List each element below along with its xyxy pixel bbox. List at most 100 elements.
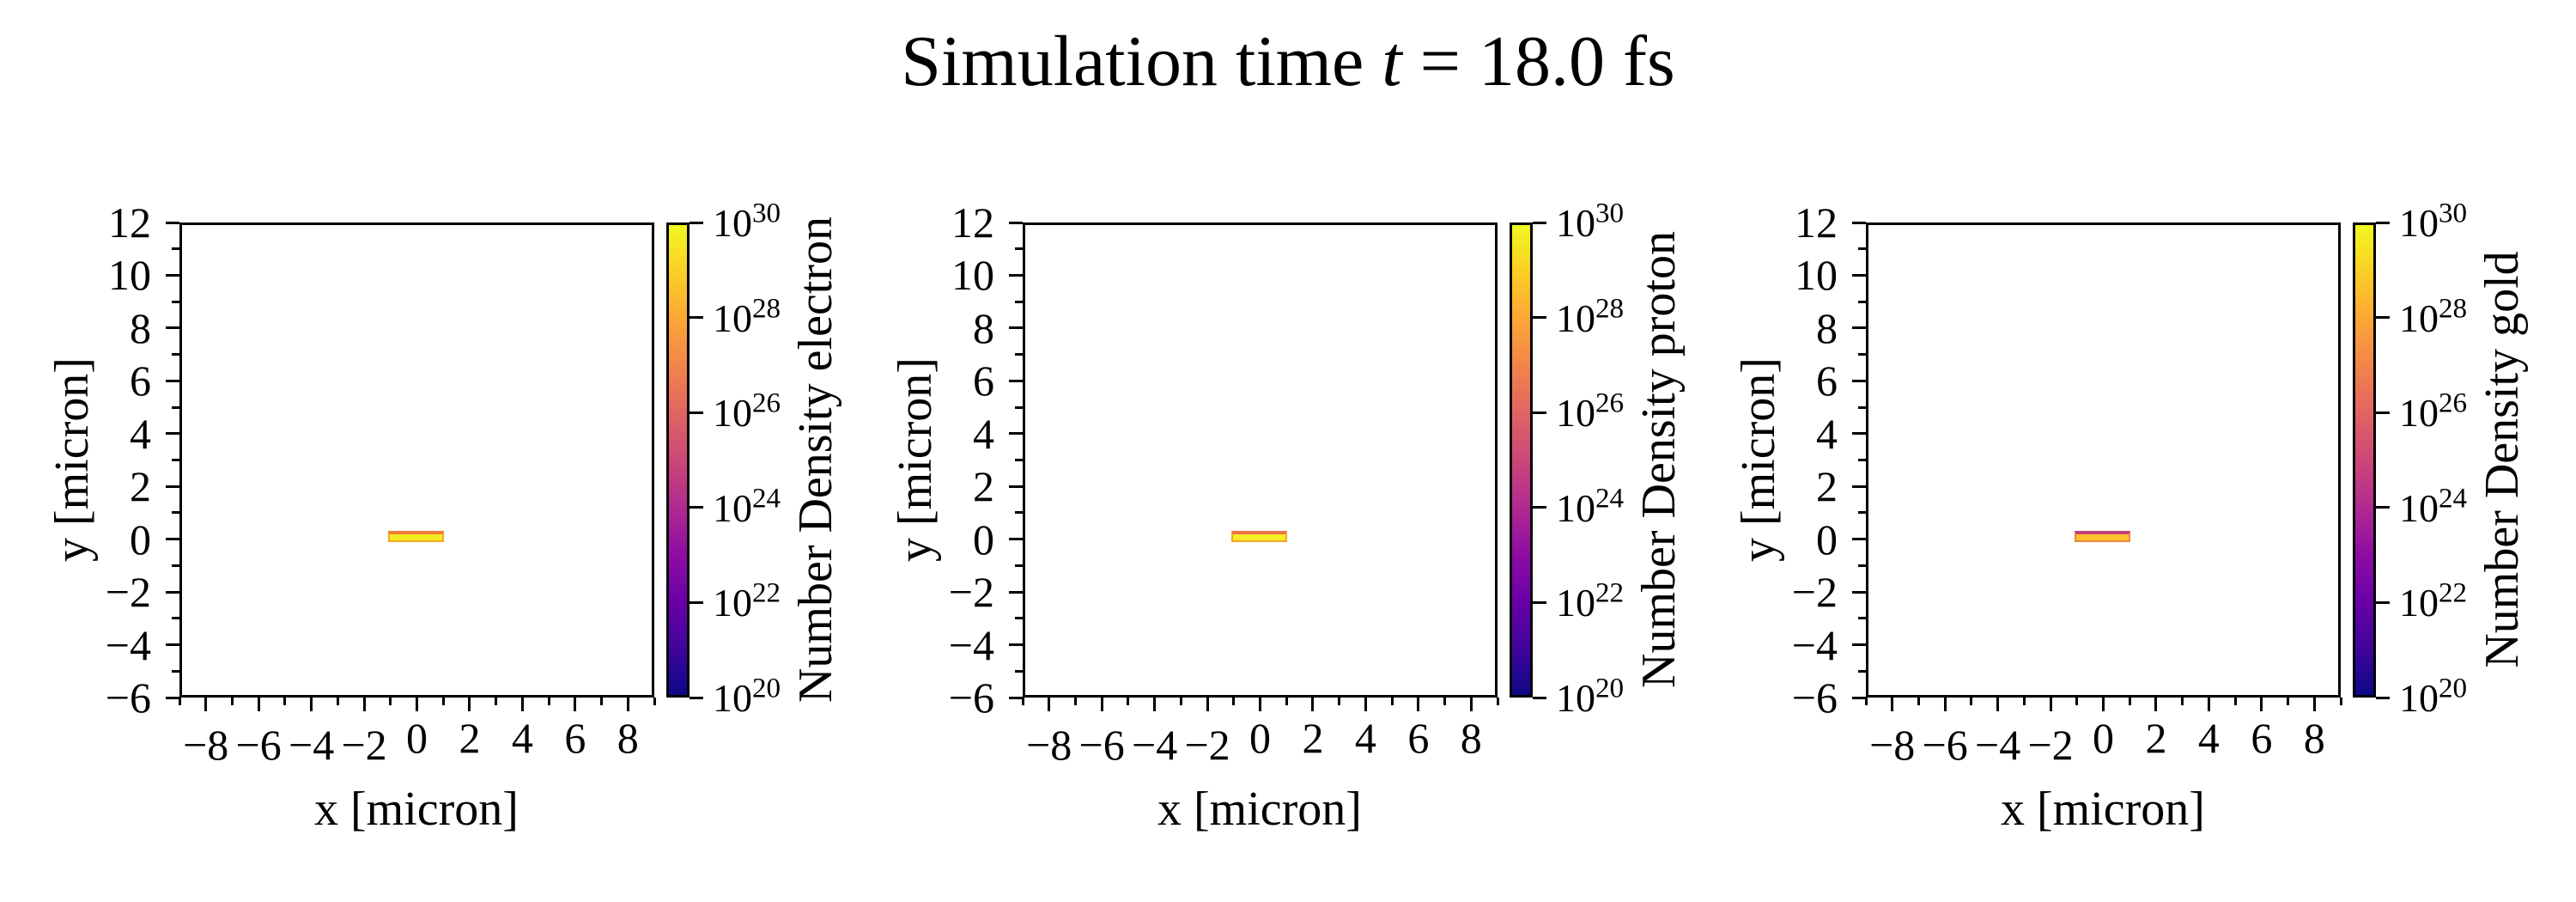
y-major-tick [1009,379,1023,382]
y-major-tick [1009,221,1023,224]
y-major-tick [1852,221,1866,224]
y-tick-label: 2 [130,462,151,511]
colorbar-tick-label: 1030 [713,199,781,245]
y-tick-label: 8 [973,303,994,352]
x-minor-tick [2181,698,2184,705]
x-minor-tick [1390,698,1394,705]
density-slab [1231,531,1287,542]
x-tick-label: −8 [1026,721,1072,769]
y-major-tick [1852,379,1866,382]
x-minor-tick [600,698,604,705]
y-tick-label: 4 [130,409,151,458]
y-minor-tick [172,247,179,251]
x-tick-label: 8 [617,714,639,762]
x-tick-label: −8 [1869,721,1916,769]
x-major-tick [1048,698,1051,711]
x-minor-tick [1970,698,1973,705]
x-major-tick [1206,698,1209,711]
y-tick-label: −6 [948,673,994,722]
x-minor-tick [1021,698,1024,705]
x-minor-tick [2287,698,2290,705]
y-tick-label: 10 [108,251,151,300]
x-axis-label: x [micron] [1157,783,1362,836]
y-minor-tick [1858,247,1866,251]
x-major-tick [416,698,418,711]
y-minor-tick [1858,617,1866,620]
colorbar-tick-exponent: 20 [1595,672,1625,704]
panel-proton: y [micron] x [micron] Number Density pro… [843,0,1702,902]
y-minor-tick [1015,564,1023,567]
y-axis-label: y [micron] [1732,357,1785,562]
x-major-tick [1364,698,1367,711]
y-minor-tick [1015,300,1023,303]
colorbar-tick [690,316,703,320]
panel-gold: y [micron] x [micron] Number Density gol… [1686,0,2545,902]
colorbar-tick-base: 10 [713,201,752,245]
y-tick-label: 12 [951,198,994,247]
colorbar [2353,222,2376,698]
colorbar-tick-exponent: 22 [2439,577,2468,610]
y-axis-label: y [micron] [889,357,942,562]
colorbar-tick-base: 10 [2399,581,2439,625]
colorbar-tick-base: 10 [2399,296,2439,340]
x-minor-tick [283,698,287,705]
x-tick-label: 2 [1302,714,1324,762]
colorbar-tick-label: 1026 [2399,389,2467,435]
x-major-tick [1469,698,1473,711]
x-tick-label: 6 [564,714,586,762]
colorbar-tick-base: 10 [2399,201,2439,245]
panel-electron: y [micron] x [micron] Number Density ele… [0,0,859,902]
y-minor-tick [1015,405,1023,409]
x-minor-tick [547,698,550,705]
figure-title-prefix: Simulation time [901,21,1382,101]
colorbar-tick-base: 10 [713,296,752,340]
y-axis-label: y [micron] [46,357,99,562]
colorbar-tick-base: 10 [713,676,752,720]
x-minor-tick [1179,698,1182,705]
colorbar-tick-base: 10 [1556,485,1595,530]
y-tick-label: 4 [973,409,994,458]
x-major-tick [1100,698,1103,711]
colorbar-tick-exponent: 26 [752,387,781,419]
x-minor-tick [1285,698,1288,705]
x-minor-tick [2339,698,2342,705]
x-major-tick [362,698,366,711]
colorbar-tick-label: 1022 [1556,579,1624,625]
y-minor-tick [1858,459,1866,461]
y-major-tick [166,643,179,647]
colorbar-tick-exponent: 22 [752,577,781,610]
x-tick-label: −6 [1078,721,1125,769]
x-tick-label: −2 [2027,721,2074,769]
colorbar-tick [690,221,703,224]
colorbar-tick [690,600,703,604]
y-major-tick [166,590,179,594]
y-minor-tick [172,300,179,303]
colorbar-tick-label: 1028 [713,294,781,340]
x-major-tick [2312,698,2316,711]
y-major-tick [166,485,179,488]
y-major-tick [1852,273,1866,277]
figure-title-suffix: = 18.0 fs [1401,21,1675,101]
x-tick-label: −2 [1184,721,1230,769]
figure-title: Simulation time t = 18.0 fs [0,21,2576,101]
x-major-tick [520,698,524,711]
colorbar-tick [690,696,703,699]
y-tick-label: −4 [105,620,151,669]
x-major-tick [310,698,313,711]
y-minor-tick [1858,564,1866,567]
colorbar [666,222,690,698]
colorbar-tick-label: 1026 [713,389,781,435]
x-tick-label: −4 [289,721,335,769]
colorbar-tick-base: 10 [1556,581,1595,625]
colorbar-tick [690,411,703,414]
x-major-tick [204,698,208,711]
colorbar-tick-label: 1022 [713,579,781,625]
colorbar-tick-exponent: 28 [2439,292,2468,325]
y-minor-tick [172,617,179,620]
x-minor-tick [1073,698,1077,705]
x-tick-label: 4 [1354,714,1376,762]
y-tick-label: 0 [1816,515,1838,564]
plot-area [1023,222,1498,698]
colorbar-tick-base: 10 [713,581,752,625]
